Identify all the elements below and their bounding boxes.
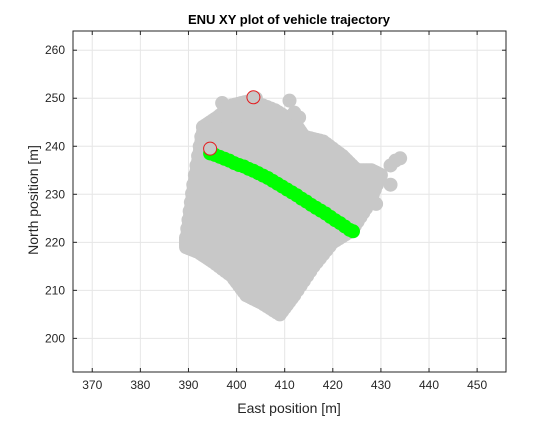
y-tick-label: 240 [45,139,65,153]
x-tick-label: 450 [467,378,487,392]
y-tick-label: 260 [45,43,65,57]
cloud-point [383,177,398,192]
y-tick-label: 210 [45,283,65,297]
cloud-point [215,96,230,111]
x-axis-label: East position [m] [237,400,341,416]
y-tick-label: 200 [45,331,65,345]
cloud-point [179,232,194,247]
cloud-point [393,151,408,166]
cloud-point [383,158,398,173]
highlight-layer [203,90,261,156]
track-point [346,224,361,239]
chart-title: ENU XY plot of vehicle trajectory [188,12,391,27]
cloud-layer [179,91,408,322]
highlight-point [246,90,261,105]
cloud-point [364,175,379,190]
cloud-point [292,110,307,125]
y-tick-label: 220 [45,235,65,249]
y-tick-label: 230 [45,187,65,201]
track-layer [203,146,361,239]
x-tick-label: 370 [82,378,102,392]
x-tick-label: 380 [130,378,150,392]
cloud-point [282,93,297,108]
cloud-region [180,94,387,321]
x-ticks: 370 380 390 400 410 420 430 440 450 [82,31,487,392]
cloud-point [369,196,384,211]
highlight-point [203,141,218,156]
y-ticks: 200 210 220 230 240 250 260 [45,43,506,345]
x-tick-label: 400 [227,378,247,392]
x-tick-label: 390 [178,378,198,392]
x-tick-label: 440 [419,378,439,392]
y-axis-label: North position [m] [25,145,41,255]
x-tick-label: 420 [323,378,343,392]
cloud-point [229,98,244,113]
y-tick-label: 250 [45,91,65,105]
x-tick-label: 410 [275,378,295,392]
x-tick-label: 430 [371,378,391,392]
plot-frame [72,30,507,373]
